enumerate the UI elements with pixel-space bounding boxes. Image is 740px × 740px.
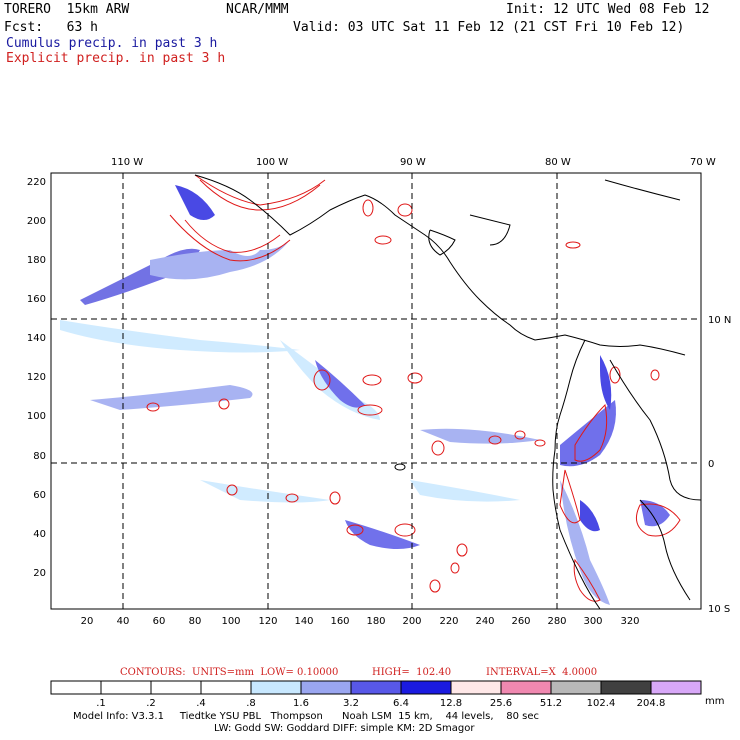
model-info-line1: Model Info: V3.3.1 Tiedtke YSU PBL Thomp… <box>73 711 539 722</box>
y-tick: 220 <box>27 177 46 188</box>
colorbar-bin <box>200 680 252 695</box>
forecast-hour: Fcst: 63 h <box>4 20 98 35</box>
colorbar-label: .8 <box>246 698 256 709</box>
x-tick: 200 <box>402 616 421 627</box>
x-tick: 40 <box>117 616 130 627</box>
colorbar-bin <box>500 680 552 695</box>
lat-label: 10 N <box>708 315 731 326</box>
x-tick: 320 <box>620 616 639 627</box>
x-tick: 140 <box>294 616 313 627</box>
lat-label: 10 S <box>708 604 730 615</box>
right-lat-labels: 10 N 0 10 S <box>708 315 731 615</box>
model-title: TORERO 15km ARW <box>4 2 130 17</box>
x-tick: 300 <box>583 616 602 627</box>
colorbar-label: 51.2 <box>540 698 562 709</box>
colorbar-bin <box>400 680 452 695</box>
explicit-precip <box>146 174 681 602</box>
colorbar-bin <box>600 680 652 695</box>
colorbar-label: 3.2 <box>343 698 359 709</box>
coastlines <box>194 174 702 610</box>
contour-info: CONTOURS: UNITS=mm LOW= 0.10000 <box>120 667 339 678</box>
valid-time: Valid: 03 UTC Sat 11 Feb 12 (21 CST Fri … <box>293 20 685 35</box>
y-tick: 60 <box>33 490 46 501</box>
y-tick-labels: 20 40 60 80 100 120 140 160 180 200 220 <box>27 177 46 579</box>
colorbar-label: .2 <box>146 698 156 709</box>
colorbar-label: 12.8 <box>440 698 462 709</box>
lon-label: 90 W <box>400 157 426 168</box>
x-tick: 60 <box>153 616 166 627</box>
colorbar-bin <box>250 680 302 695</box>
x-tick: 120 <box>258 616 277 627</box>
grid <box>51 173 701 609</box>
contour-interval: INTERVAL=X 4.0000 <box>486 667 598 678</box>
colorbar-bin <box>450 680 502 695</box>
lat-label: 0 <box>708 459 714 470</box>
y-tick: 100 <box>27 411 46 422</box>
colorbar-label: 6.4 <box>393 698 409 709</box>
colorbar-bin <box>650 680 702 695</box>
unit-label: mm <box>705 696 725 707</box>
lon-label: 100 W <box>256 157 288 168</box>
colorbar-label: 204.8 <box>637 698 666 709</box>
x-tick: 180 <box>366 616 385 627</box>
y-tick: 160 <box>27 294 46 305</box>
x-tick: 280 <box>547 616 566 627</box>
colorbar-label: .4 <box>196 698 206 709</box>
colorbar-label: 1.6 <box>293 698 309 709</box>
x-tick: 80 <box>189 616 202 627</box>
explicit-label: Explicit precip. in past 3 h <box>6 51 226 66</box>
y-tick: 200 <box>27 216 46 227</box>
y-tick: 120 <box>27 372 46 383</box>
y-tick: 20 <box>33 568 46 579</box>
x-tick: 220 <box>439 616 458 627</box>
x-tick: 260 <box>511 616 530 627</box>
colorbar-bin <box>50 680 102 695</box>
y-tick: 180 <box>27 255 46 266</box>
model-info-line2: LW: Godd SW: Goddard DIFF: simple KM: 2D… <box>214 723 475 734</box>
colorbar-bin <box>150 680 202 695</box>
lon-label: 80 W <box>545 157 571 168</box>
init-time: Init: 12 UTC Wed 08 Feb 12 <box>506 2 710 17</box>
colorbar-label: .1 <box>96 698 106 709</box>
y-tick: 140 <box>27 333 46 344</box>
colorbar-bin <box>350 680 402 695</box>
x-tick: 100 <box>221 616 240 627</box>
organization-label: NCAR/MMM <box>226 2 289 17</box>
y-tick: 80 <box>33 451 46 462</box>
top-lon-labels: 110 W 100 W 90 W 80 W 70 W <box>111 157 716 168</box>
colorbar-label: 102.4 <box>587 698 616 709</box>
colorbar-bin <box>100 680 152 695</box>
lon-label: 70 W <box>690 157 716 168</box>
contour-high: HIGH= 102.40 <box>372 667 452 678</box>
y-tick: 40 <box>33 529 46 540</box>
x-tick-labels: 20 40 60 80 100 120 140 160 180 200 220 … <box>81 616 640 627</box>
lon-label: 110 W <box>111 157 143 168</box>
x-tick: 20 <box>81 616 94 627</box>
colorbar: .1 .2 .4 .8 1.6 3.2 6.4 12.8 25.6 51.2 102.4 204.8 <box>50 680 702 709</box>
colorbar-bin <box>550 680 602 695</box>
colorbar-label: 25.6 <box>490 698 512 709</box>
x-tick: 240 <box>475 616 494 627</box>
cumulus-label: Cumulus precip. in past 3 h <box>6 36 218 51</box>
colorbar-bin <box>300 680 352 695</box>
cumulus-precip <box>60 185 670 605</box>
x-tick: 160 <box>330 616 349 627</box>
